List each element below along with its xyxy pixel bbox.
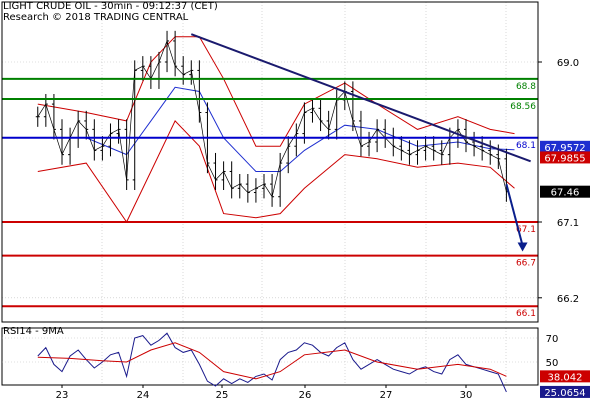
- price-tag-moving_average-box: [540, 140, 590, 153]
- levels: 68.8 68.56 68.1 67.1 66.7 66.1: [2, 33, 538, 319]
- level-label: 68.56: [510, 102, 536, 112]
- x-tick-label: 30: [460, 390, 473, 400]
- rsi-tag-rsi_signal: 38.042: [548, 372, 583, 383]
- rsi-plot-frame: [1, 327, 539, 386]
- projection-arrow-head: [517, 242, 528, 252]
- main-plot-frame: [1, 1, 539, 323]
- rsi-tag-rsi-box: [540, 385, 590, 398]
- price-tag-moving_average: 67.9572: [544, 143, 585, 154]
- x-tick-label: 27: [380, 390, 393, 400]
- level-label: 66.1: [516, 309, 536, 319]
- level-label: 66.7: [516, 259, 536, 269]
- rsi-tag-rsi_signal-box: [540, 370, 590, 383]
- level-label: 68.1: [516, 141, 536, 151]
- x-tick-label: 23: [56, 390, 69, 400]
- bollinger-upper-line: [37, 36, 515, 147]
- axes: 69.0 67.1 66.2 23 24 25 26 27 30: [1, 1, 579, 401]
- x-tick-label: 24: [137, 390, 150, 400]
- chart-title: LIGHT CRUDE OIL - 30min - 09:12:37 (CET): [3, 1, 218, 12]
- price-tag-bollinger: 67.9855: [544, 153, 585, 164]
- price-bars: [35, 30, 509, 207]
- x-tick-label: 25: [216, 390, 229, 400]
- bollinger-lower-line: [37, 120, 515, 223]
- y-tick-label: 66.2: [557, 294, 579, 305]
- resistance-trendline: [190, 33, 531, 163]
- price-tag-last_price: 67.46: [551, 188, 580, 199]
- rsi-line: [37, 332, 507, 393]
- y-tick-label: 69.0: [557, 58, 579, 69]
- rsi-panel: 70 50: [2, 332, 559, 393]
- level-label: 68.8: [516, 82, 536, 92]
- level-label: 67.1: [516, 225, 536, 235]
- x-tick-label: 26: [299, 390, 312, 400]
- copyright-note: Research © 2018 TRADING CENTRAL: [3, 12, 189, 23]
- y-tick-label: 67.1: [557, 218, 579, 229]
- rsi-y-tick-label: 70: [546, 334, 559, 345]
- projection-arrow-shaft: [505, 183, 524, 246]
- price-tag-bollinger-box: [540, 151, 590, 164]
- rsi-signal-line: [37, 342, 507, 380]
- price-close-line: [37, 39, 507, 198]
- rsi-tag-rsi: 25.0654: [544, 388, 585, 399]
- price-tag-last_price-box: [540, 185, 590, 198]
- rsi-panel-title: RSI14 - 9MA: [3, 326, 64, 337]
- rsi-y-tick-label: 50: [546, 358, 559, 369]
